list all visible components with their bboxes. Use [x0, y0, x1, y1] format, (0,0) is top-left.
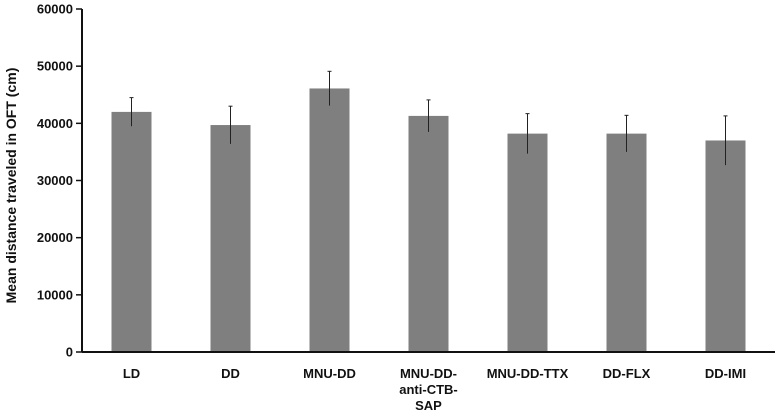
- y-axis-title: Mean distance traveled in OFT (cm): [3, 68, 19, 304]
- bar: [705, 140, 746, 352]
- y-tick-label: 30000: [37, 173, 73, 188]
- y-tick-label: 20000: [37, 230, 73, 245]
- x-category-label: DD-IMI: [705, 366, 746, 381]
- y-tick-label: 50000: [37, 59, 73, 74]
- bar: [309, 88, 350, 352]
- y-tick-label: 60000: [37, 2, 73, 17]
- bar: [111, 111, 152, 353]
- x-category-label: DD: [221, 366, 240, 381]
- x-category-label: LD: [123, 366, 140, 381]
- x-category-label: anti-CTB-: [399, 382, 458, 397]
- x-category-label: DD-FLX: [603, 366, 651, 381]
- bar: [606, 133, 647, 352]
- bar: [507, 133, 548, 352]
- y-tick-label: 10000: [37, 287, 73, 302]
- x-category-label: MNU-DD-: [400, 366, 457, 381]
- y-tick-label: 40000: [37, 116, 73, 131]
- bar: [210, 125, 251, 352]
- bar: [408, 115, 449, 352]
- x-category-label: SAP: [415, 398, 442, 413]
- x-category-label: MNU-DD-TTX: [487, 366, 569, 381]
- y-tick-label: 0: [66, 345, 73, 360]
- x-category-label: MNU-DD: [303, 366, 356, 381]
